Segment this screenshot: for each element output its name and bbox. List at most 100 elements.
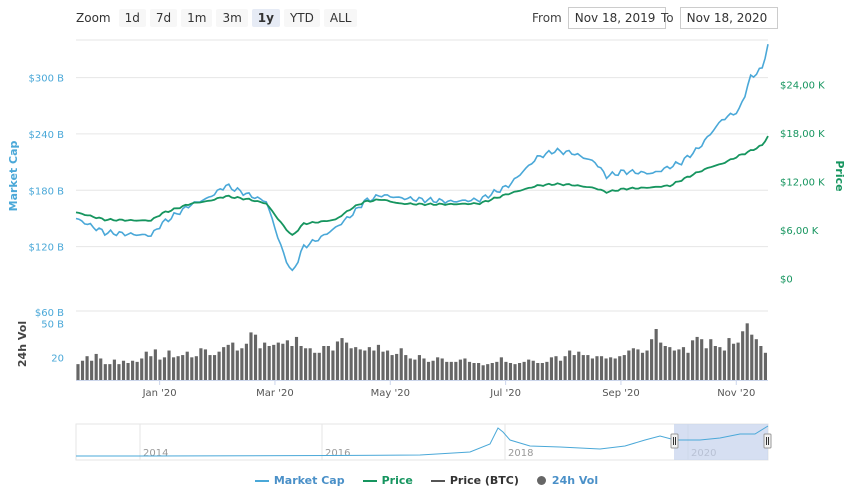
volume-bar [563,356,567,380]
from-date-input[interactable] [567,7,666,29]
volume-tick-label: 50 B [41,319,64,330]
volume-bar [508,363,513,380]
volume-bar [267,346,271,380]
volume-bar [408,358,412,380]
volume-bar [381,351,385,380]
volume-bar [604,358,608,380]
volume-bar [313,352,317,380]
volume-bar [149,356,153,380]
navigator[interactable]: 2014201620182020 [75,423,772,461]
navigator-handle[interactable] [763,433,772,449]
volume-bar [140,358,144,380]
volume-bar [599,356,604,380]
zoom-button-ytd[interactable]: YTD [283,9,320,27]
volume-bar [704,348,708,380]
volume-axis-title: 24h Vol [16,321,29,367]
volume-bar [568,350,572,380]
zoom-button-1m[interactable]: 1m [181,9,213,27]
volume-bar [504,361,508,380]
volume-bar [299,346,303,380]
volume-bar [636,349,640,380]
price-line [75,135,769,236]
volume-bar [449,361,453,380]
range-from: From [532,7,666,29]
volume-bar [176,356,180,380]
volume-bar [153,349,157,380]
right-tick-label: $12,00 K [780,178,825,189]
volume-bar [76,364,80,380]
zoom-button-3m[interactable]: 3m [216,9,248,27]
zoom-button-all[interactable]: ALL [323,9,358,27]
x-tick-label: Sep '20 [602,388,640,399]
volume-bar [495,361,499,380]
volume-bar [94,353,98,380]
volume-bar [654,329,658,380]
volume-bar [253,334,258,380]
volume-bar [208,355,212,380]
volume-bar [326,346,330,380]
volume-bar [335,341,340,380]
legend-item-market-cap[interactable]: Market Cap [254,474,345,487]
volume-bar [763,352,767,380]
volume-bar [263,342,267,380]
volume-bar [631,348,635,380]
navigator-frame [75,423,769,461]
zoom-button-1y[interactable]: 1y [251,9,280,27]
volume-bar [645,350,649,380]
volume-bar [663,346,667,380]
volume-bar [536,363,540,380]
volume-bar [522,361,526,380]
volume-bar [240,348,244,380]
zoom-button-1d[interactable]: 1d [118,9,146,27]
volume-bar [695,336,699,380]
zoom-bar: Zoom 1d 7d 1m 3m 1y YTD ALL [76,8,361,28]
volume-bar [722,350,727,380]
left-tick-label: $180 B [29,186,65,197]
volume-bar [472,363,476,380]
volume-bar [162,357,167,380]
volume-bar [513,364,517,380]
volume-bar [590,358,594,380]
legend-item-24h-vol[interactable]: 24h Vol [536,474,598,487]
legend: Market Cap Price Price (BTC) 24h Vol [0,474,853,487]
legend-item-price-btc[interactable]: Price (BTC) [430,474,519,487]
volume-bar [668,347,672,380]
market-cap-line [75,44,769,272]
volume-bar [572,355,576,380]
volume-bar [90,360,94,380]
volume-bar [222,347,226,380]
navigator-handle[interactable] [670,433,679,449]
legend-label-price: Price [381,474,413,487]
zoom-button-7d[interactable]: 7d [149,9,178,27]
volume-bar [558,360,563,380]
volume-bar [358,349,362,380]
volume-bar [308,348,312,380]
navigator-year-label: 2016 [325,448,350,459]
navigator-year-label: 2018 [508,448,533,459]
volume-bar [203,349,208,380]
volume-bar [190,357,194,380]
volume-bar [276,342,280,380]
volume-bar [194,356,198,380]
volume-bar [390,355,394,380]
volume-bar [745,323,749,380]
chart-canvas: $120 B $180 B $240 B $300 B $0 $6,00 K $12,00 … [7,39,846,461]
volume-bar [144,351,148,380]
volume-bar [754,339,758,380]
volume-bar [294,336,299,380]
volume-bar [454,361,458,380]
volume-bar [581,355,585,380]
to-label: To [661,11,674,25]
navigator-selection[interactable] [674,424,768,460]
grid-lines [76,39,768,312]
volume-bar [367,347,371,380]
volume-bar [681,347,686,380]
right-tick-label: $0 [780,275,793,286]
volume-bar [304,348,308,380]
volume-bar [395,353,399,380]
to-date-input[interactable] [679,7,778,29]
legend-item-price[interactable]: Price [362,474,413,487]
market-cap-swatch [254,479,269,482]
volume-bar [108,364,112,380]
volume-bar [741,331,745,380]
